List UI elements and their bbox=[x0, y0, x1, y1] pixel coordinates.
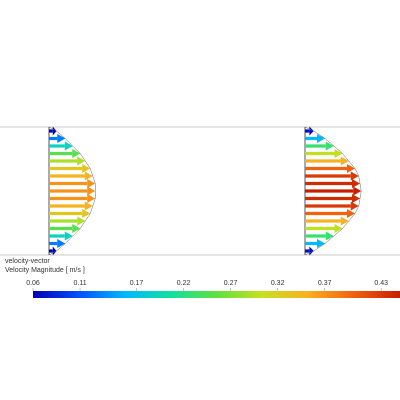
colorbar-tick-label: 0.11 bbox=[73, 280, 86, 287]
colorbar-tick-label: 0.43 bbox=[374, 280, 388, 287]
colorbar-tick-label: 0.17 bbox=[130, 280, 144, 287]
arrow-head bbox=[52, 246, 57, 256]
velocity-arrow bbox=[49, 231, 73, 241]
arrow-head bbox=[334, 224, 343, 233]
arrow-head bbox=[347, 164, 355, 173]
colorbar-tick-label: 0.22 bbox=[177, 280, 191, 287]
velocity-arrow bbox=[49, 224, 81, 233]
arrow-head bbox=[317, 239, 325, 248]
velocity-arrow bbox=[305, 231, 334, 241]
colorbar-tick-label: 0.37 bbox=[318, 280, 332, 287]
velocity-arrow bbox=[305, 246, 314, 256]
arrow-head bbox=[340, 156, 349, 166]
velocity-arrow bbox=[49, 164, 91, 173]
arrow-head bbox=[87, 186, 96, 196]
velocity-arrow bbox=[305, 194, 360, 203]
colorbar-tick-label: 0.27 bbox=[224, 280, 238, 287]
arrow-head bbox=[84, 171, 93, 181]
velocity-arrow bbox=[49, 126, 57, 136]
velocity-arrow bbox=[49, 216, 86, 226]
legend-title: velocity-vector bbox=[5, 258, 50, 265]
velocity-arrow bbox=[49, 134, 66, 143]
arrow-head bbox=[64, 141, 73, 151]
arrow-head bbox=[347, 209, 355, 218]
velocity-arrow bbox=[305, 164, 355, 173]
arrow-head bbox=[350, 171, 359, 181]
arrow-head bbox=[84, 201, 93, 211]
colorbar-tick-label: 0.32 bbox=[271, 280, 285, 287]
velocity-arrow bbox=[305, 239, 325, 248]
arrow-head bbox=[325, 231, 334, 241]
velocity-arrow bbox=[305, 134, 325, 143]
velocity-arrow bbox=[49, 171, 93, 181]
arrow-head bbox=[353, 186, 362, 196]
profile-envelope bbox=[48, 126, 96, 256]
arrow-head bbox=[57, 239, 66, 248]
arrow-head bbox=[87, 179, 96, 188]
arrow-head bbox=[309, 126, 314, 136]
velocity-arrow bbox=[305, 201, 359, 211]
velocity-arrow bbox=[49, 246, 57, 256]
velocity-arrow bbox=[49, 239, 66, 248]
velocity-arrow bbox=[305, 209, 355, 218]
arrow-head bbox=[340, 216, 349, 226]
arrow-head bbox=[77, 156, 86, 166]
velocity-arrow bbox=[49, 179, 96, 188]
velocity-arrow bbox=[49, 149, 81, 158]
arrow-head bbox=[309, 246, 314, 256]
velocity-arrow bbox=[305, 156, 349, 166]
velocity-arrow bbox=[305, 186, 362, 196]
velocity-arrow bbox=[305, 224, 343, 233]
velocity-arrow bbox=[49, 186, 96, 196]
arrow-head bbox=[325, 141, 334, 151]
arrow-head bbox=[87, 194, 96, 203]
arrow-head bbox=[72, 149, 81, 158]
legend-subtitle: Velocity Magnitude [ m/s ] bbox=[5, 267, 85, 274]
velocity-arrow bbox=[305, 216, 349, 226]
arrow-head bbox=[64, 231, 73, 241]
arrow-head bbox=[72, 224, 81, 233]
velocity-arrow bbox=[49, 141, 73, 151]
velocity-arrow bbox=[305, 149, 343, 158]
velocity-arrow bbox=[305, 171, 359, 181]
arrow-head bbox=[77, 216, 86, 226]
arrow-head bbox=[82, 164, 91, 173]
velocity-arrow bbox=[49, 194, 96, 203]
arrow-head bbox=[334, 149, 343, 158]
velocity-arrow bbox=[49, 156, 86, 166]
arrow-head bbox=[352, 194, 360, 203]
velocity-arrow bbox=[305, 126, 314, 136]
arrow-head bbox=[350, 201, 359, 211]
arrow-head bbox=[317, 134, 325, 143]
velocity-arrow bbox=[49, 201, 93, 211]
colorbar-tick-label: 0.06 bbox=[26, 280, 40, 287]
arrow-head bbox=[52, 126, 57, 136]
colorbar bbox=[33, 291, 400, 298]
arrow-head bbox=[57, 134, 66, 143]
velocity-arrow bbox=[305, 141, 334, 151]
velocity-arrow bbox=[49, 209, 91, 218]
arrow-head bbox=[352, 179, 360, 188]
velocity-arrow bbox=[305, 179, 360, 188]
arrow-head bbox=[82, 209, 91, 218]
profile-envelope bbox=[304, 126, 362, 256]
